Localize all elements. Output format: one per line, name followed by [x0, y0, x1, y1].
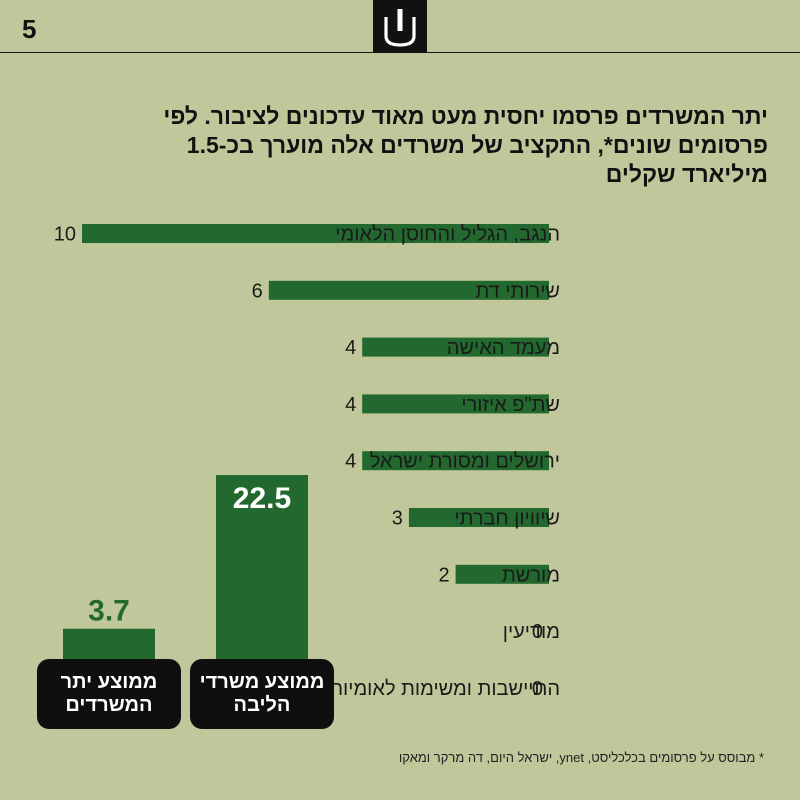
- avg-value-0: 3.7: [88, 595, 130, 628]
- hbar-label-7: מודיעין: [503, 621, 560, 643]
- avg-bar-1: [216, 475, 308, 659]
- publisher-logo-icon: [373, 0, 427, 53]
- hbar-label-4: ירושלים ומסורת ישראל: [370, 451, 560, 473]
- hbar-value-0: 10: [54, 224, 76, 246]
- hbar-value-7: 0: [532, 621, 543, 643]
- hbar-value-6: 2: [438, 564, 449, 586]
- hbar-label-2: מעמד האישה: [447, 337, 560, 359]
- avg-bar-0: [63, 628, 155, 659]
- hbar-4: [362, 451, 549, 471]
- hbar-3: [362, 394, 549, 414]
- hbar-value-4: 4: [345, 451, 356, 473]
- page-number: 5: [22, 14, 37, 44]
- caption-core-ministries: ממוצע משרדי הליבה: [190, 659, 334, 729]
- hbar-label-8: התיישבות ומשימות לאומיות: [329, 678, 560, 700]
- hbar-value-5: 3: [392, 508, 403, 530]
- hbar-value-1: 6: [252, 280, 263, 302]
- chart-title: יתר המשרדים פרסמו יחסית מעט מאוד עדכונים…: [163, 103, 768, 187]
- hbar-6: [455, 564, 549, 584]
- hbar-2: [362, 337, 549, 357]
- hbar-value-2: 4: [345, 337, 356, 359]
- hbar-label-0: הנגב, הגליל והחוסן הלאומי: [335, 224, 560, 246]
- hbar-5: [408, 508, 549, 527]
- hbar-0: [82, 224, 549, 243]
- hbar-label-6: מורשת: [502, 564, 560, 586]
- hbar-label-5: שיוויון חברתי: [454, 508, 560, 530]
- hbar-label-3: שת"פ איזורי: [461, 394, 560, 416]
- hbar-label-1: שירותי דת: [475, 280, 560, 302]
- hbar-1: [268, 280, 549, 300]
- hbar-value-8: 0: [532, 678, 543, 700]
- caption-other-ministries: ממוצע יתר המשרדים: [37, 659, 181, 729]
- avg-value-1: 22.5: [233, 482, 291, 515]
- hbar-value-3: 4: [345, 394, 356, 416]
- footnote: * מבוסס על פרסומים בכלכליסט, ynet, ישראל…: [398, 750, 764, 765]
